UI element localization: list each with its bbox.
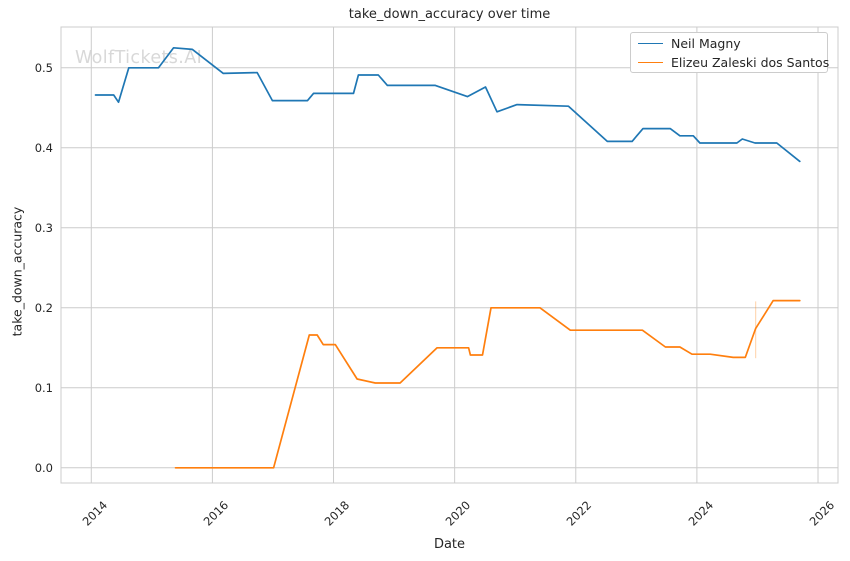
y-tick-label: 0.5 xyxy=(34,60,53,75)
y-tick-label: 0.0 xyxy=(34,460,53,475)
y-tick-label: 0.1 xyxy=(34,380,53,395)
legend: Neil Magny Elizeu Zaleski dos Santos xyxy=(630,32,830,73)
legend-item-elizeu-zaleski: Elizeu Zaleski dos Santos xyxy=(631,53,830,72)
legend-line-sample-blue xyxy=(638,43,663,44)
legend-item-neil-magny: Neil Magny xyxy=(631,34,827,53)
chart-title: take_down_accuracy over time xyxy=(348,7,551,22)
plot-border xyxy=(60,26,839,484)
x-axis-label: Date xyxy=(433,537,466,552)
y-tick-label: 0.3 xyxy=(34,220,53,235)
y-tick-label: 0.2 xyxy=(34,300,53,315)
legend-label: Neil Magny xyxy=(671,36,741,51)
legend-label: Elizeu Zaleski dos Santos xyxy=(671,55,830,70)
legend-line-sample-orange xyxy=(638,62,663,63)
series-line-neil-magny xyxy=(94,46,801,163)
series-line-elizeu-zaleski xyxy=(174,299,801,469)
y-tick-label: 0.4 xyxy=(34,140,53,155)
y-axis-label: take_down_accuracy xyxy=(9,206,25,337)
